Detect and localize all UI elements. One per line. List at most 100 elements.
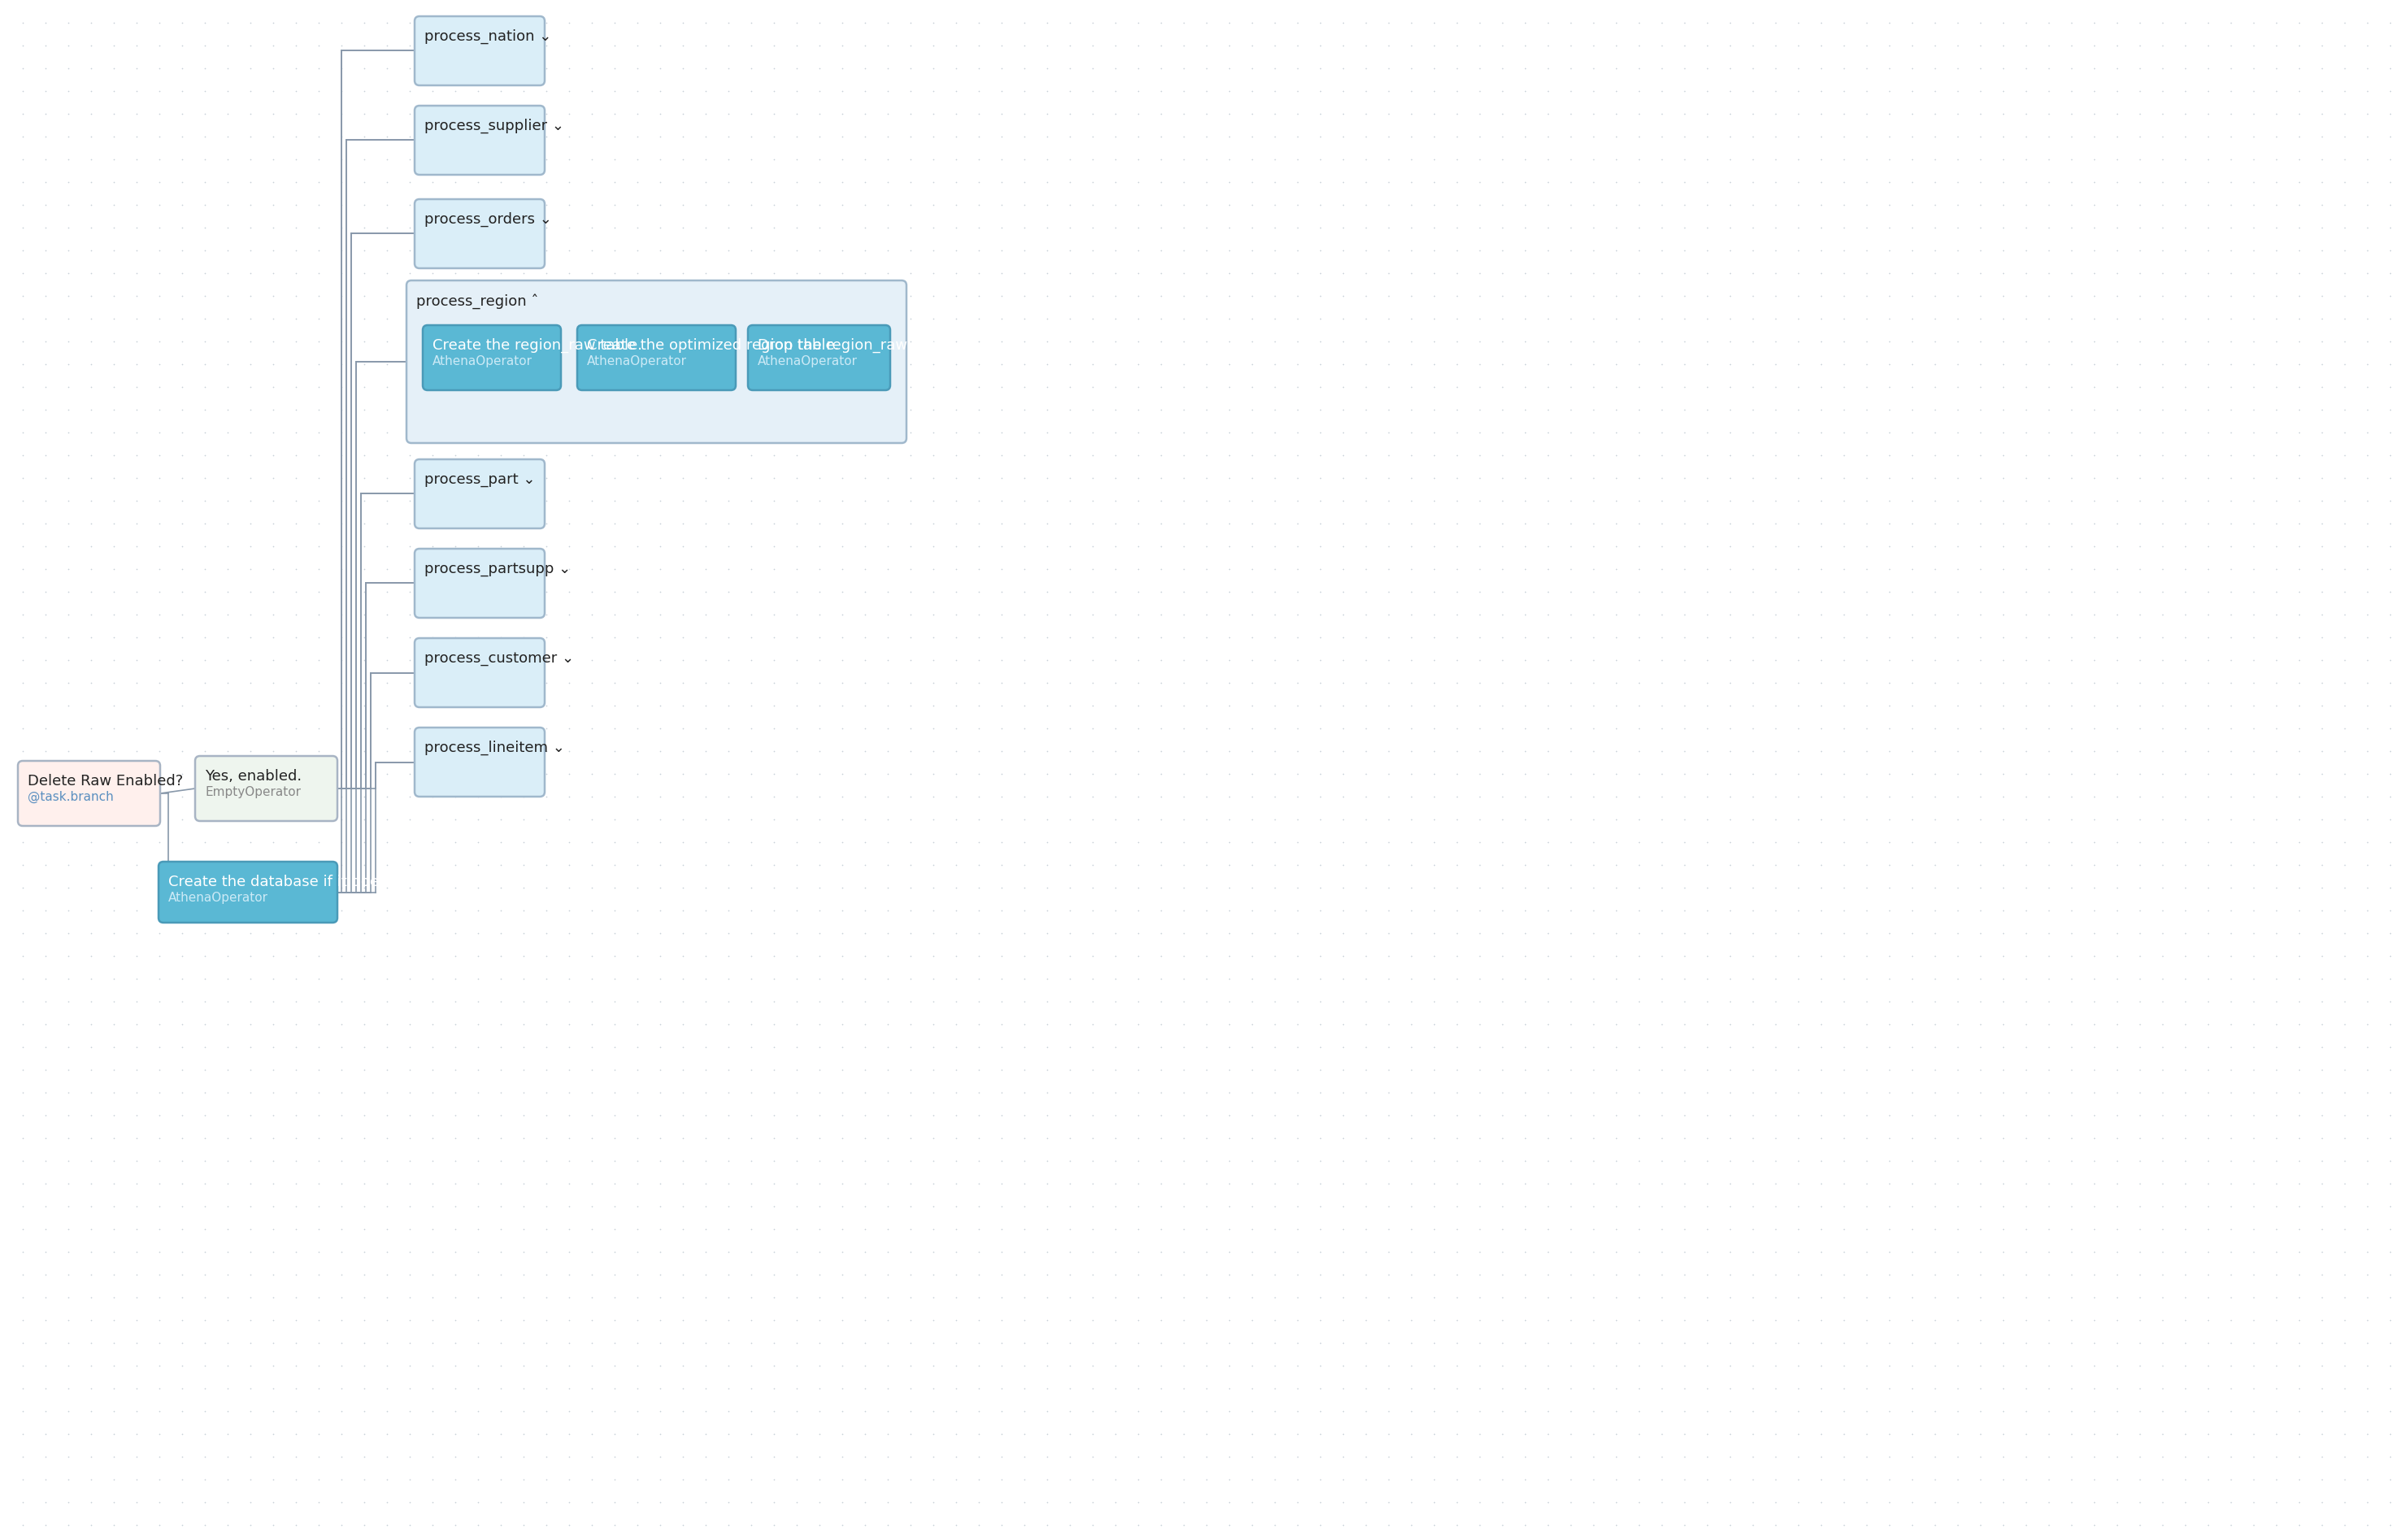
Point [1505,192,1544,217]
Point [414,283,453,308]
Point [2165,169,2203,194]
Point [1801,466,1840,491]
Point [2121,283,2160,308]
Point [1505,1513,1544,1538]
Point [1917,34,1955,58]
Point [1209,511,1247,535]
Point [2052,534,2090,558]
Point [869,1263,908,1287]
Point [1755,329,1794,354]
Point [1416,1172,1454,1197]
Point [1438,784,1476,809]
Point [1642,283,1681,308]
Point [48,534,87,558]
Point [299,603,337,628]
Point [1141,1240,1180,1264]
Point [891,125,929,149]
Point [1529,534,1568,558]
Point [1984,397,2023,421]
Point [2326,511,2365,535]
Point [595,1307,633,1332]
Point [2076,875,2114,900]
Point [209,831,248,855]
Point [118,1126,157,1150]
Point [1551,443,1589,468]
Point [641,1307,679,1332]
Point [891,1330,929,1355]
Point [869,1217,908,1241]
Point [482,831,520,855]
Point [1780,989,1818,1014]
Point [1734,1353,1772,1378]
Point [1917,125,1955,149]
Point [549,738,588,763]
Point [48,1172,87,1197]
Point [1825,534,1864,558]
Point [1300,1035,1339,1060]
Point [573,1263,612,1287]
Point [1960,694,1999,718]
Point [824,989,862,1014]
Point [344,852,383,877]
Point [164,1467,202,1492]
Point [94,125,132,149]
Point [1209,1400,1247,1424]
Point [164,1353,202,1378]
Point [915,784,954,809]
Point [1050,944,1088,969]
Point [799,534,838,558]
Point [1688,1149,1727,1173]
Point [323,1080,361,1104]
Point [665,1400,703,1424]
Point [1710,831,1748,855]
Point [619,443,657,468]
Point [1893,1035,1931,1060]
Point [1734,1240,1772,1264]
Point [2165,1193,2203,1218]
Point [732,717,771,741]
Point [2121,1490,2160,1515]
Point [1597,807,1635,832]
Point [937,420,975,444]
Point [26,148,65,172]
Point [958,1490,997,1515]
Point [732,1035,771,1060]
Point [1096,1103,1134,1127]
Point [368,192,407,217]
Point [2235,1240,2273,1264]
Point [344,238,383,263]
Point [2165,352,2203,377]
Point [1346,169,1385,194]
Point [1120,694,1158,718]
Point [253,807,291,832]
Point [891,694,929,718]
Point [2256,1353,2295,1378]
Point [1917,511,1955,535]
Point [1346,1513,1385,1538]
Point [1984,1421,2023,1446]
Point [1755,624,1794,649]
Point [48,1467,87,1492]
Point [2302,1330,2341,1355]
Point [1483,1263,1522,1287]
Point [1666,1400,1705,1424]
Point [344,738,383,763]
Point [1825,898,1864,923]
Point [1917,557,1955,581]
Point [1801,78,1840,103]
Point [94,1377,132,1401]
Point [1917,966,1955,990]
Point [1459,1513,1498,1538]
Point [1551,1421,1589,1446]
Point [1597,831,1635,855]
Point [2097,1103,2136,1127]
Point [323,875,361,900]
Point [1780,944,1818,969]
Point [1300,1103,1339,1127]
Point [2302,1353,2341,1378]
Point [1825,1172,1864,1197]
Point [460,694,498,718]
Point [1300,11,1339,35]
Point [209,624,248,649]
Point [231,1193,270,1218]
